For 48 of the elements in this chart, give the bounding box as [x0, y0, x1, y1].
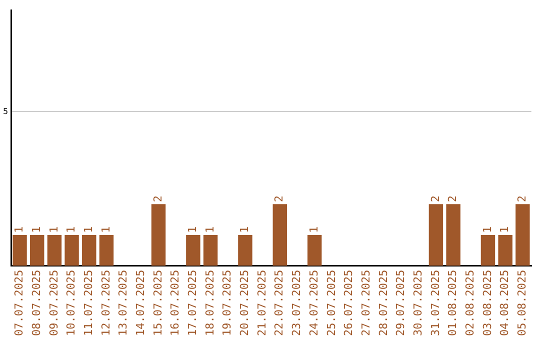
data-label: 1: [480, 226, 494, 233]
x-tick-label: 16.07.2025: [168, 270, 182, 336]
data-label: 2: [151, 196, 164, 202]
data-label: 1: [30, 226, 43, 233]
data-label: 2: [272, 196, 286, 202]
data-label: 1: [498, 226, 512, 233]
x-tick-label: 08.07.2025: [30, 270, 43, 336]
x-tick-label: 15.07.2025: [151, 270, 164, 336]
x-tick-label: 29.07.2025: [394, 270, 408, 336]
x-tick-label: 21.07.2025: [255, 270, 268, 336]
data-label: 2: [516, 196, 529, 202]
data-label: 1: [12, 226, 26, 233]
x-tick-label: 25.07.2025: [324, 270, 338, 336]
x-tick-label: 20.07.2025: [238, 270, 252, 336]
x-tick-label: 13.07.2025: [116, 270, 130, 336]
x-tick-label: 23.07.2025: [290, 270, 304, 336]
x-tick-label: 10.07.2025: [64, 270, 78, 336]
data-label: 1: [99, 226, 112, 233]
x-tick-label: 01.08.2025: [446, 270, 460, 336]
x-tick-label: 14.07.2025: [134, 270, 148, 336]
x-tick-label: 09.07.2025: [47, 270, 60, 336]
x-tick-label: 22.07.2025: [272, 270, 286, 336]
x-tick-label: 04.08.2025: [498, 270, 512, 336]
x-tick-label: 27.07.2025: [359, 270, 372, 336]
data-label: 1: [47, 226, 60, 233]
data-label: 1: [82, 226, 95, 233]
data-label: 1: [203, 226, 216, 233]
data-label: 1: [64, 226, 78, 233]
x-tick-label: 24.07.2025: [307, 270, 320, 336]
x-tick-label: 19.07.2025: [220, 270, 234, 336]
x-tick-label: 31.07.2025: [428, 270, 442, 336]
x-tick-label: 11.07.2025: [82, 270, 95, 336]
x-tick-label: 02.08.2025: [464, 270, 476, 336]
data-label: 1: [186, 226, 200, 233]
x-tick-label: 18.07.2025: [203, 270, 216, 336]
x-tick-label: 28.07.2025: [376, 270, 390, 336]
x-tick-label: 07.07.2025: [12, 270, 26, 336]
x-tick-label: 12.07.2025: [99, 270, 112, 336]
data-label: 2: [446, 196, 460, 202]
x-tick-label: 03.08.2025: [480, 270, 494, 336]
data-label: 1: [307, 226, 320, 233]
x-tick-label: 17.07.2025: [186, 270, 200, 336]
x-tick-label: 05.08.2025: [516, 270, 529, 336]
x-tick-label: 26.07.2025: [342, 270, 356, 336]
y-tick-label: 5: [2, 106, 8, 116]
x-tick-label: 30.07.2025: [411, 270, 424, 336]
data-label: 2: [428, 196, 442, 202]
data-label: 1: [238, 226, 252, 233]
